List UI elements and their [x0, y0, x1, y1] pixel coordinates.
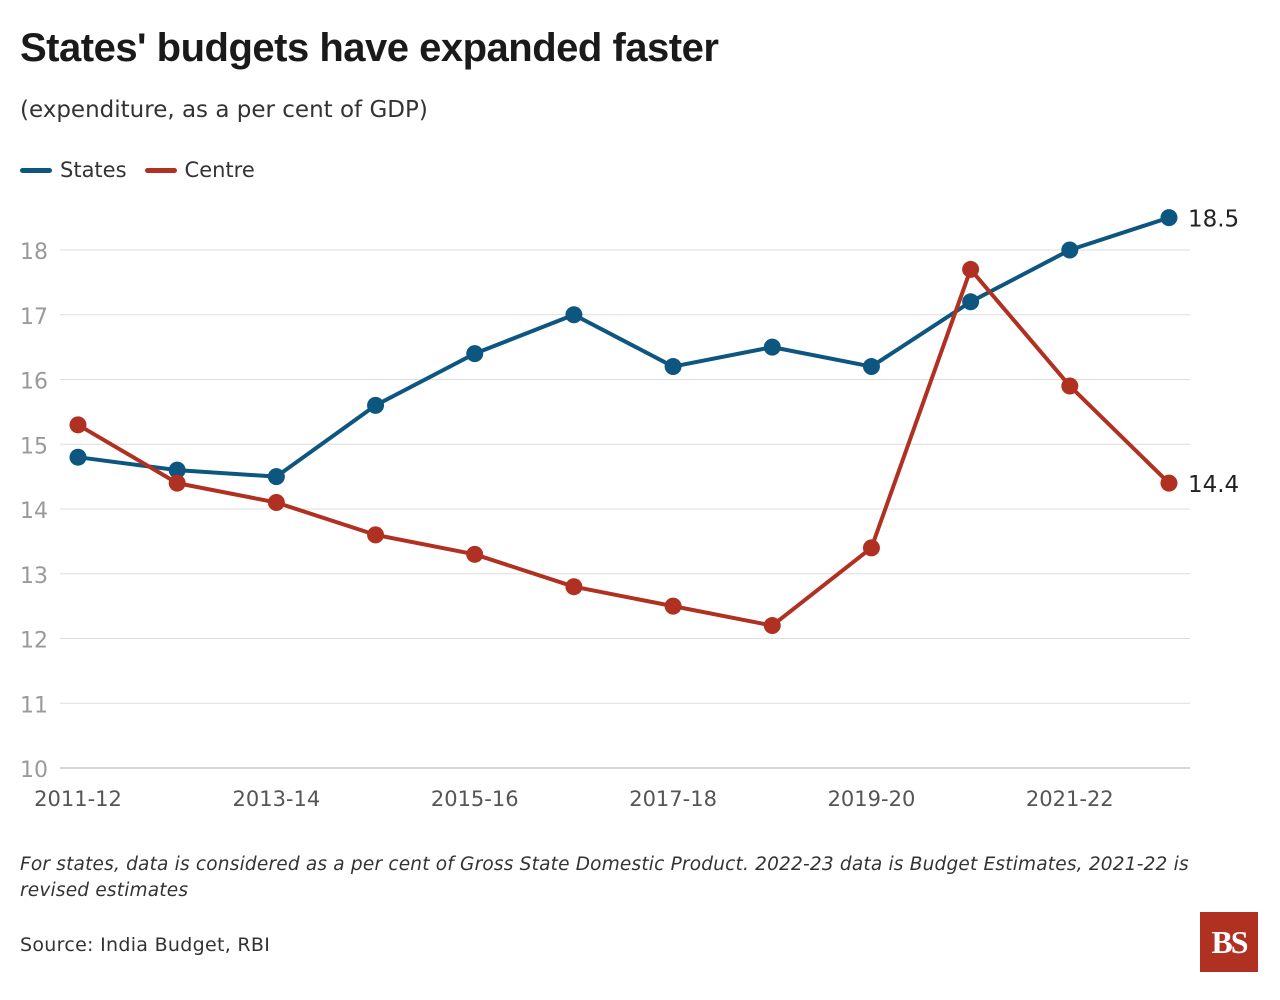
data-point-states	[763, 338, 781, 356]
x-tick-label: 2013-14	[232, 787, 320, 811]
data-point-states	[168, 461, 186, 479]
legend-label-centre: Centre	[184, 158, 255, 182]
data-point-centre	[69, 416, 87, 434]
data-point-states	[69, 448, 87, 466]
legend-label-states: States	[60, 158, 127, 182]
data-point-states	[962, 293, 980, 311]
legend: States Centre	[20, 158, 273, 182]
data-point-states	[862, 358, 880, 376]
data-point-centre	[466, 545, 484, 563]
x-tick-label: 2021-22	[1026, 787, 1114, 811]
data-point-centre	[565, 578, 583, 596]
y-tick-label: 15	[20, 434, 48, 459]
data-point-centre	[267, 494, 285, 512]
y-tick-label: 13	[20, 564, 48, 589]
data-point-states	[565, 306, 583, 324]
footnote: For states, data is considered as a per …	[20, 854, 1189, 901]
data-point-centre	[962, 260, 980, 278]
data-point-states	[664, 358, 682, 376]
y-tick-label: 10	[20, 758, 48, 783]
y-tick-label: 16	[20, 370, 48, 395]
data-point-centre	[763, 617, 781, 635]
data-point-states	[466, 345, 484, 363]
y-tick-label: 18	[20, 240, 48, 265]
data-point-centre	[1160, 474, 1178, 492]
legend-swatch-centre	[144, 167, 177, 173]
data-point-centre	[168, 474, 186, 492]
legend-item-centre: Centre	[144, 158, 255, 182]
x-tick-label: 2017-18	[629, 787, 717, 811]
legend-item-states: States	[20, 158, 127, 182]
data-point-centre	[664, 597, 682, 615]
data-point-states	[1061, 241, 1079, 259]
data-point-centre	[367, 526, 385, 544]
y-tick-label: 17	[20, 305, 48, 330]
publisher-logo: BS	[1200, 912, 1258, 972]
source-note: Source: India Budget, RBI	[20, 934, 271, 956]
data-point-centre	[862, 539, 880, 557]
line-chart: 10 11 12 13 14 15 16 17 18 2011-12 2013-14 2015-16 2…	[20, 207, 1239, 811]
x-tick-label: 2015-16	[431, 787, 519, 811]
legend-swatch-states	[20, 167, 52, 173]
y-tick-label: 14	[20, 499, 48, 524]
end-value-label-centre: 14.4	[1188, 472, 1239, 498]
data-point-states	[367, 396, 385, 414]
series-line-centre	[76, 267, 1171, 628]
chart-subtitle: (expenditure, as a per cent of GDP)	[20, 97, 428, 123]
data-point-centre	[1061, 377, 1079, 395]
y-tick-label: 11	[20, 693, 48, 718]
end-value-label-states: 18.5	[1188, 207, 1239, 233]
y-tick-label: 12	[20, 629, 48, 654]
x-tick-label: 2011-12	[34, 787, 122, 811]
data-point-states	[1160, 209, 1178, 227]
x-tick-label: 2019-20	[828, 787, 916, 811]
data-point-states	[267, 468, 285, 486]
series-line-states	[76, 215, 1171, 479]
chart-title: States' budgets have expanded faster	[20, 26, 719, 70]
